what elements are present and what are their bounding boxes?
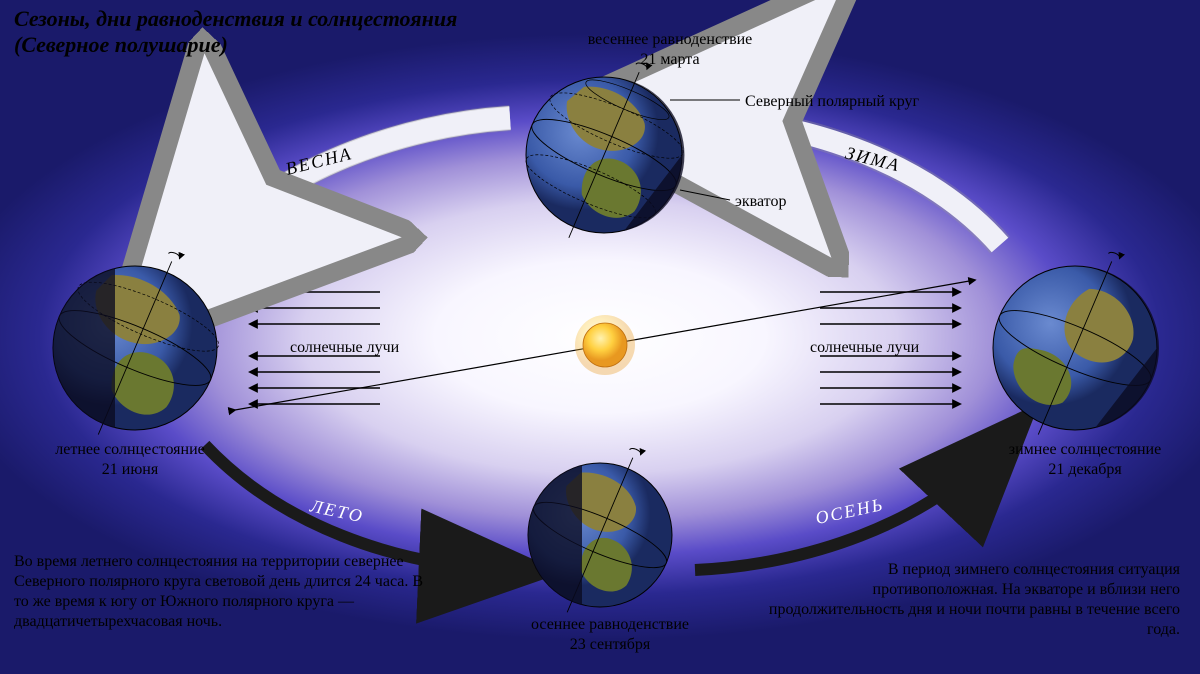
title-line2: (Северное полушарие) xyxy=(14,32,228,57)
label-left-title: летнее солнцестояние 21 июня xyxy=(20,440,240,480)
label-right-title: зимнее солнцестояние 21 декабря xyxy=(975,440,1195,480)
paragraph-right: В период зимнего солнцестояния ситуация … xyxy=(760,560,1180,640)
title-line1: Сезоны, дни равноденствия и солнцестояни… xyxy=(14,6,457,31)
label-equator: экватор xyxy=(735,192,786,212)
diagram-title: Сезоны, дни равноденствия и солнцестояни… xyxy=(14,6,457,59)
label-top-title: весеннее равноденствие 21 марта xyxy=(540,30,800,70)
paragraph-left: Во время летнего солнцестояния на террит… xyxy=(14,552,434,632)
label-rays-left: солнечные лучи xyxy=(290,338,399,358)
label-bottom-title: осеннее равноденствие 23 сентября xyxy=(510,615,710,655)
label-rays-right: солнечные лучи xyxy=(810,338,919,358)
label-arctic-circle: Северный полярный круг xyxy=(745,92,919,112)
